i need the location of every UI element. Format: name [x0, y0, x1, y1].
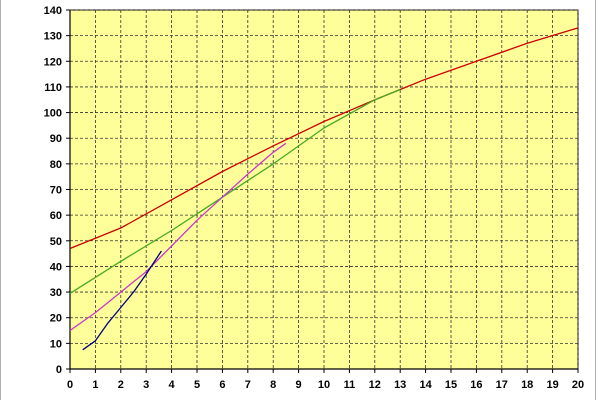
x-tick-label: 15	[445, 379, 457, 391]
x-tick-label: 18	[521, 379, 533, 391]
x-tick-label: 14	[419, 379, 432, 391]
x-tick-label: 20	[572, 379, 584, 391]
x-tick-label: 8	[270, 379, 276, 391]
x-tick-label: 16	[470, 379, 482, 391]
frame-right-border	[595, 0, 596, 400]
x-tick-label: 17	[496, 379, 508, 391]
y-tick-label: 40	[50, 261, 62, 273]
y-tick-label: 10	[50, 338, 62, 350]
x-tick-label: 0	[67, 379, 73, 391]
y-tick-label: 130	[44, 31, 62, 43]
series-lines	[69, 27, 579, 351]
x-tick-label: 5	[194, 379, 200, 391]
axes	[66, 9, 579, 373]
y-tick-label: 70	[50, 185, 62, 197]
series-line-1	[69, 27, 579, 250]
x-tick-label: 11	[344, 379, 356, 391]
x-tick-label: 12	[369, 379, 381, 391]
y-tick-label: 120	[44, 56, 62, 68]
x-tick-label: 7	[245, 379, 251, 391]
x-tick-label: 9	[296, 379, 302, 391]
x-tick-label: 4	[169, 379, 176, 391]
y-tick-label: 20	[50, 313, 62, 325]
y-tick-label: 100	[44, 108, 62, 120]
x-tick-label: 19	[546, 379, 558, 391]
series-line-3	[69, 142, 287, 332]
plot-area	[69, 9, 579, 370]
x-tick-label: 6	[219, 379, 225, 391]
frame-left-border	[0, 0, 1, 400]
y-tick-label: 90	[50, 133, 62, 145]
y-tick-label: 50	[50, 236, 62, 248]
series-line-4	[82, 250, 162, 351]
y-tick-label: 80	[50, 159, 62, 171]
y-tick-label: 140	[44, 5, 62, 17]
y-tick-label: 30	[50, 287, 62, 299]
x-tick-label: 3	[143, 379, 149, 391]
y-tick-label: 110	[44, 82, 62, 94]
y-tick-label: 60	[50, 210, 62, 222]
x-tick-label: 2	[118, 379, 124, 391]
x-tick-label: 1	[92, 379, 98, 391]
x-tick-label: 10	[318, 379, 330, 391]
x-tick-label: 13	[394, 379, 406, 391]
y-tick-label: 0	[56, 364, 62, 376]
series-line-2	[69, 88, 401, 294]
tick-labels: 0 1 2 3 4 5 6 7 8 9 10 11 12 13 14 15 16 17 18 19 2001020304…	[44, 5, 584, 391]
